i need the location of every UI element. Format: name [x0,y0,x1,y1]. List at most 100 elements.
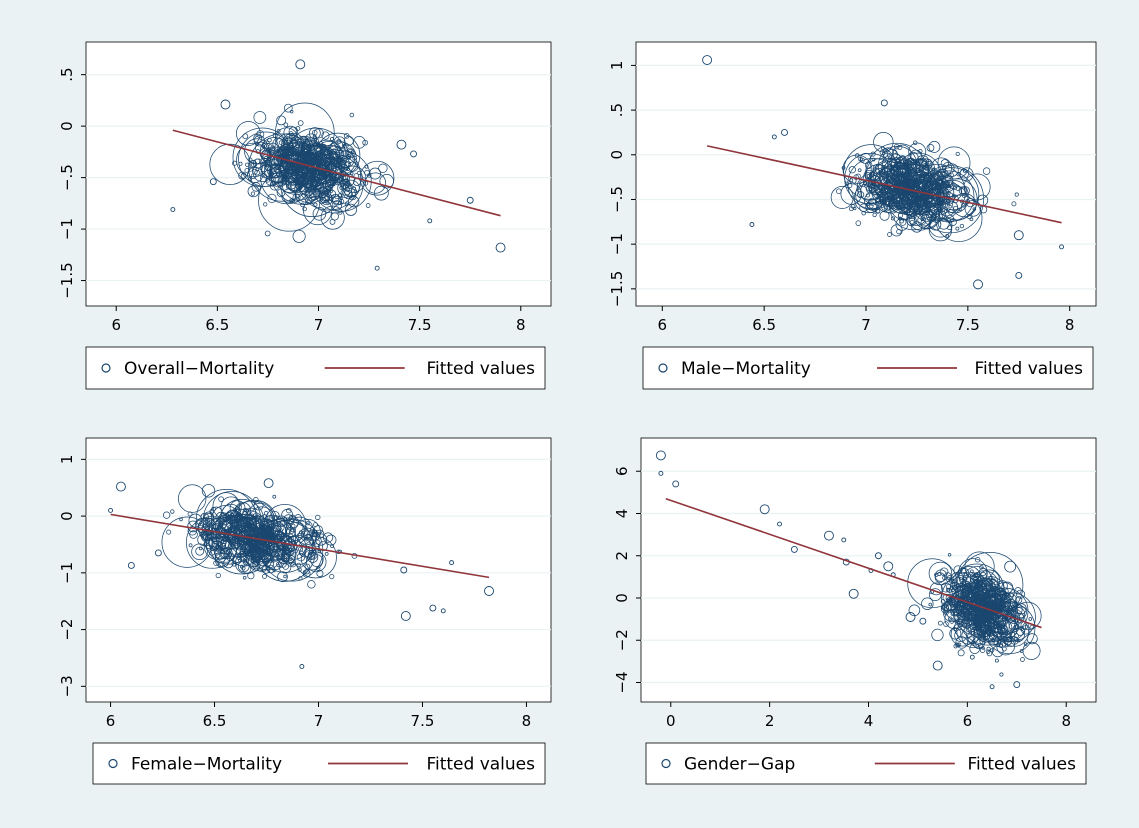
data-point [374,265,380,271]
data-point [900,193,905,198]
data-point [306,150,312,156]
data-point [702,55,713,65]
data-point [319,198,325,204]
data-point [177,484,207,513]
data-point [966,582,971,587]
data-point [328,189,337,198]
data-point [957,590,967,599]
data-point [928,141,941,153]
data-point [318,541,328,552]
data-point [346,167,350,171]
data-point [495,242,506,253]
data-point [303,536,309,542]
data-point [254,158,261,164]
data-point [253,111,267,124]
data-point [849,178,854,183]
data-point [958,207,962,212]
data-point [195,546,205,556]
x-tick-label: 6 [106,712,116,730]
y-tick-label: −3 [58,675,76,697]
data-point [911,221,923,233]
data-point [942,195,952,204]
plot-area [635,41,1097,307]
legend-label: Fitted values [426,359,535,379]
data-point [939,567,949,577]
data-point [232,555,242,565]
data-point [343,133,350,139]
data-point [1028,617,1033,621]
data-point [1059,244,1065,250]
data-point [276,188,286,198]
data-point [396,139,407,150]
data-point [956,642,962,648]
data-point [287,555,296,564]
data-point [262,143,268,149]
data-point [999,672,1004,677]
data-point [881,203,889,211]
y-tick-label: −1 [58,218,76,240]
legend-label: Fitted values [426,755,535,775]
data-point [934,572,939,578]
data-point [895,201,905,210]
data-point [251,182,261,192]
data-point [982,167,991,175]
data-point [932,660,943,671]
data-point [320,192,333,206]
data-point [270,518,291,539]
data-point [290,528,295,533]
data-point [913,202,940,229]
data-point [1019,649,1024,653]
data-point [1013,636,1018,641]
data-point [893,176,899,182]
data-point [286,521,306,541]
data-point [188,513,203,528]
data-point [840,183,862,205]
data-point [898,196,911,209]
data-point [307,580,316,589]
data-point [279,154,286,161]
plot-area [640,437,1097,703]
data-point [283,122,289,128]
data-point [940,599,946,604]
data-point [223,557,234,569]
data-point [875,208,881,214]
data-point [197,517,217,537]
y-tick-label: −2 [58,619,76,641]
data-point [262,573,267,579]
data-point [913,202,926,216]
data-point [325,534,337,546]
data-point [883,172,888,176]
data-point [281,181,286,185]
data-point [874,197,881,203]
data-point [277,144,297,164]
data-point [969,654,975,660]
data-point [898,210,909,221]
data-point [921,597,934,610]
data-point [264,523,281,540]
data-point [281,555,288,562]
x-tick-label: 7 [314,712,324,730]
data-point [242,564,252,574]
data-point [332,195,342,206]
data-point [947,181,954,188]
y-tick-label: −2 [613,629,631,651]
data-point [982,583,986,588]
data-point [255,520,260,525]
scatter-points [655,450,1042,690]
data-point [429,604,437,612]
data-point [400,611,411,621]
data-point [979,647,986,653]
data-point [276,115,287,126]
data-point [873,131,894,153]
scatter-points [170,59,506,271]
data-point [349,171,354,175]
data-point [400,566,408,574]
data-point [301,143,307,149]
data-point [658,470,664,476]
data-point [970,585,977,591]
data-point [966,573,971,578]
data-point [972,207,977,211]
data-point [991,578,996,583]
data-point [261,144,266,149]
